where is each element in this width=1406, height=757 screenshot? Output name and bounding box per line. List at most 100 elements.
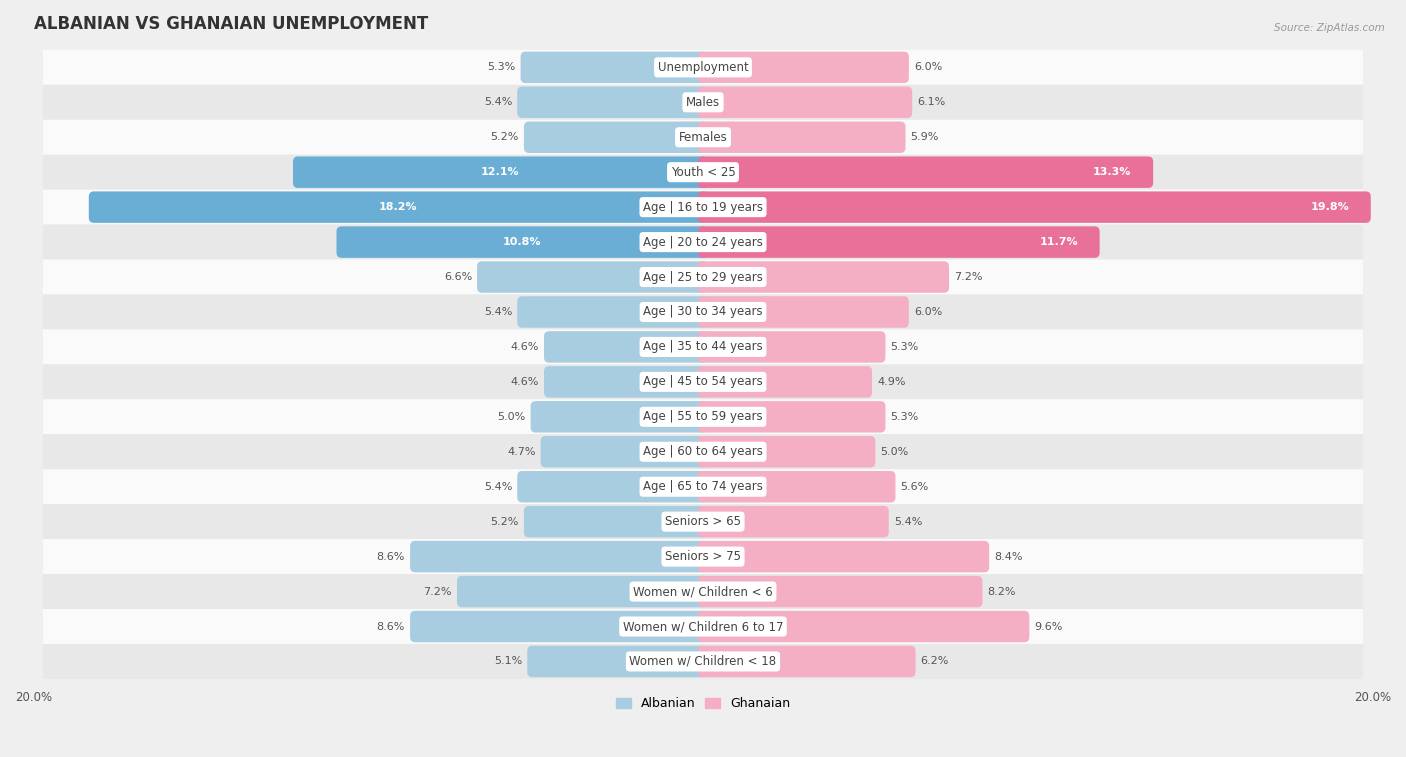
Text: Age | 45 to 54 years: Age | 45 to 54 years — [643, 375, 763, 388]
FancyBboxPatch shape — [44, 400, 1362, 435]
Text: 4.9%: 4.9% — [877, 377, 905, 387]
Text: 5.3%: 5.3% — [488, 62, 516, 73]
FancyBboxPatch shape — [697, 576, 983, 607]
FancyBboxPatch shape — [517, 296, 709, 328]
FancyBboxPatch shape — [524, 506, 709, 537]
FancyBboxPatch shape — [411, 611, 709, 642]
FancyBboxPatch shape — [44, 225, 1362, 260]
Text: 18.2%: 18.2% — [380, 202, 418, 212]
FancyBboxPatch shape — [697, 401, 886, 432]
Text: Age | 60 to 64 years: Age | 60 to 64 years — [643, 445, 763, 458]
Text: Age | 30 to 34 years: Age | 30 to 34 years — [643, 306, 763, 319]
Text: 5.4%: 5.4% — [894, 517, 922, 527]
FancyBboxPatch shape — [520, 51, 709, 83]
FancyBboxPatch shape — [457, 576, 709, 607]
FancyBboxPatch shape — [697, 122, 905, 153]
Text: 9.6%: 9.6% — [1035, 621, 1063, 631]
FancyBboxPatch shape — [477, 261, 709, 293]
Text: 5.0%: 5.0% — [498, 412, 526, 422]
Text: 4.7%: 4.7% — [508, 447, 536, 456]
FancyBboxPatch shape — [697, 192, 1371, 223]
Text: 8.6%: 8.6% — [377, 621, 405, 631]
Text: 5.4%: 5.4% — [484, 307, 512, 317]
FancyBboxPatch shape — [697, 86, 912, 118]
Text: 5.4%: 5.4% — [484, 98, 512, 107]
Text: 8.2%: 8.2% — [987, 587, 1017, 597]
FancyBboxPatch shape — [541, 436, 709, 468]
Text: 5.3%: 5.3% — [890, 412, 918, 422]
FancyBboxPatch shape — [44, 260, 1362, 294]
Text: 5.3%: 5.3% — [890, 342, 918, 352]
Text: 6.0%: 6.0% — [914, 307, 942, 317]
Text: Source: ZipAtlas.com: Source: ZipAtlas.com — [1274, 23, 1385, 33]
Text: 8.4%: 8.4% — [994, 552, 1022, 562]
FancyBboxPatch shape — [544, 332, 709, 363]
FancyBboxPatch shape — [517, 86, 709, 118]
FancyBboxPatch shape — [411, 541, 709, 572]
FancyBboxPatch shape — [517, 471, 709, 503]
FancyBboxPatch shape — [44, 539, 1362, 574]
FancyBboxPatch shape — [530, 401, 709, 432]
Text: 6.0%: 6.0% — [914, 62, 942, 73]
FancyBboxPatch shape — [697, 471, 896, 503]
FancyBboxPatch shape — [697, 296, 908, 328]
Text: 5.2%: 5.2% — [491, 132, 519, 142]
Text: Youth < 25: Youth < 25 — [671, 166, 735, 179]
FancyBboxPatch shape — [697, 611, 1029, 642]
Text: Women w/ Children 6 to 17: Women w/ Children 6 to 17 — [623, 620, 783, 633]
FancyBboxPatch shape — [44, 574, 1362, 609]
Text: Unemployment: Unemployment — [658, 61, 748, 74]
FancyBboxPatch shape — [44, 329, 1362, 364]
FancyBboxPatch shape — [336, 226, 709, 258]
Text: Age | 16 to 19 years: Age | 16 to 19 years — [643, 201, 763, 213]
FancyBboxPatch shape — [697, 541, 990, 572]
Text: Age | 65 to 74 years: Age | 65 to 74 years — [643, 480, 763, 494]
FancyBboxPatch shape — [697, 226, 1099, 258]
FancyBboxPatch shape — [44, 364, 1362, 400]
FancyBboxPatch shape — [44, 120, 1362, 154]
Text: Males: Males — [686, 96, 720, 109]
Text: 6.6%: 6.6% — [444, 272, 472, 282]
FancyBboxPatch shape — [44, 50, 1362, 85]
FancyBboxPatch shape — [44, 85, 1362, 120]
Text: 7.2%: 7.2% — [955, 272, 983, 282]
Text: 6.1%: 6.1% — [917, 98, 945, 107]
Text: 6.2%: 6.2% — [921, 656, 949, 666]
FancyBboxPatch shape — [44, 609, 1362, 644]
Text: Seniors > 75: Seniors > 75 — [665, 550, 741, 563]
Text: Women w/ Children < 6: Women w/ Children < 6 — [633, 585, 773, 598]
FancyBboxPatch shape — [44, 644, 1362, 679]
FancyBboxPatch shape — [697, 646, 915, 678]
FancyBboxPatch shape — [697, 436, 876, 468]
FancyBboxPatch shape — [292, 157, 709, 188]
FancyBboxPatch shape — [697, 261, 949, 293]
Text: Age | 25 to 29 years: Age | 25 to 29 years — [643, 270, 763, 284]
FancyBboxPatch shape — [44, 469, 1362, 504]
Text: 4.6%: 4.6% — [510, 342, 538, 352]
FancyBboxPatch shape — [44, 154, 1362, 190]
Text: 19.8%: 19.8% — [1310, 202, 1348, 212]
FancyBboxPatch shape — [44, 190, 1362, 225]
Text: 11.7%: 11.7% — [1039, 237, 1078, 247]
FancyBboxPatch shape — [697, 157, 1153, 188]
Text: Age | 55 to 59 years: Age | 55 to 59 years — [643, 410, 763, 423]
Text: 5.1%: 5.1% — [494, 656, 522, 666]
FancyBboxPatch shape — [524, 122, 709, 153]
Text: ALBANIAN VS GHANAIAN UNEMPLOYMENT: ALBANIAN VS GHANAIAN UNEMPLOYMENT — [34, 15, 427, 33]
Text: 5.0%: 5.0% — [880, 447, 908, 456]
Text: Women w/ Children < 18: Women w/ Children < 18 — [630, 655, 776, 668]
Text: 13.3%: 13.3% — [1092, 167, 1132, 177]
Text: 8.6%: 8.6% — [377, 552, 405, 562]
Text: Age | 20 to 24 years: Age | 20 to 24 years — [643, 235, 763, 248]
Text: 5.9%: 5.9% — [911, 132, 939, 142]
FancyBboxPatch shape — [697, 366, 872, 397]
Text: Age | 35 to 44 years: Age | 35 to 44 years — [643, 341, 763, 354]
Text: 10.8%: 10.8% — [503, 237, 541, 247]
Text: 7.2%: 7.2% — [423, 587, 451, 597]
FancyBboxPatch shape — [527, 646, 709, 678]
Text: 12.1%: 12.1% — [481, 167, 520, 177]
FancyBboxPatch shape — [697, 506, 889, 537]
FancyBboxPatch shape — [44, 435, 1362, 469]
FancyBboxPatch shape — [44, 504, 1362, 539]
FancyBboxPatch shape — [89, 192, 709, 223]
